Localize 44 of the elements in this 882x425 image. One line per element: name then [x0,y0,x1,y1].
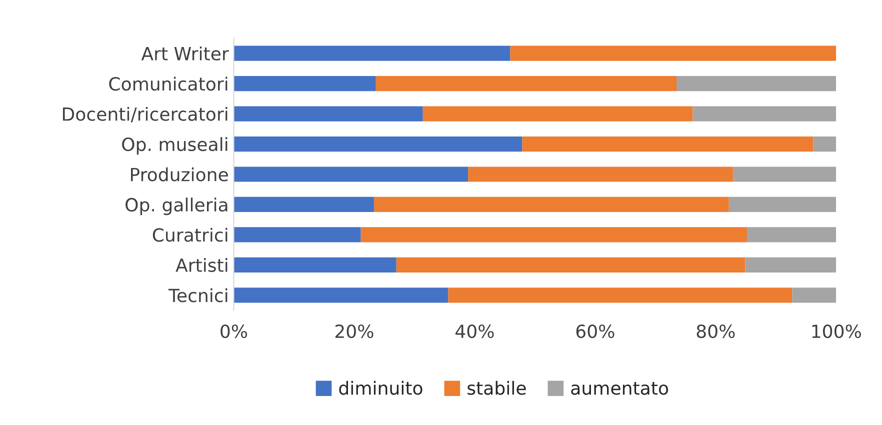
y-tick-label: Op. museali [122,137,228,155]
bar [234,166,468,182]
y-tick-label: Tecnici [168,288,228,302]
bar [676,76,836,92]
legend-label: stabile [468,380,526,395]
bar [376,76,676,92]
bar [234,106,423,122]
bar [692,106,836,122]
legend-label: diminuito [339,380,422,395]
y-tick-label: Comunicatori [109,76,228,91]
bar [448,288,792,303]
x-tick-label: 20% [335,324,374,338]
bar [234,196,374,212]
bar [468,166,734,182]
y-tick-label: Produzione [131,167,228,182]
bar [746,227,836,242]
y-tick-label: Docenti/ricercatori [62,106,228,122]
y-tick-label: Art Writer [141,46,229,60]
bar [728,196,836,212]
bar [396,257,746,272]
bar [234,227,361,242]
y-tick-label: Curatrici [152,228,228,242]
x-tick-label: 60% [576,324,614,338]
bar [422,106,693,122]
y-tick-label: Artisti [176,258,228,272]
x-tick-label: 80% [696,324,735,338]
bar [234,76,376,92]
bar [234,257,396,272]
x-tick-label: 40% [456,324,494,338]
bar [234,46,510,61]
bar [522,136,814,152]
x-tick-label: 100% [812,324,861,338]
bar [745,257,836,272]
bar [360,227,747,242]
bar [510,46,836,61]
y-tick-label: Op. galleria [126,198,228,216]
bar [234,136,522,152]
x-tick-label: 0% [220,324,248,338]
bar [733,166,836,182]
bar [374,196,729,212]
bar [813,136,836,152]
bar [792,288,836,303]
bar [234,288,448,303]
legend-label: aumentato [571,382,668,395]
